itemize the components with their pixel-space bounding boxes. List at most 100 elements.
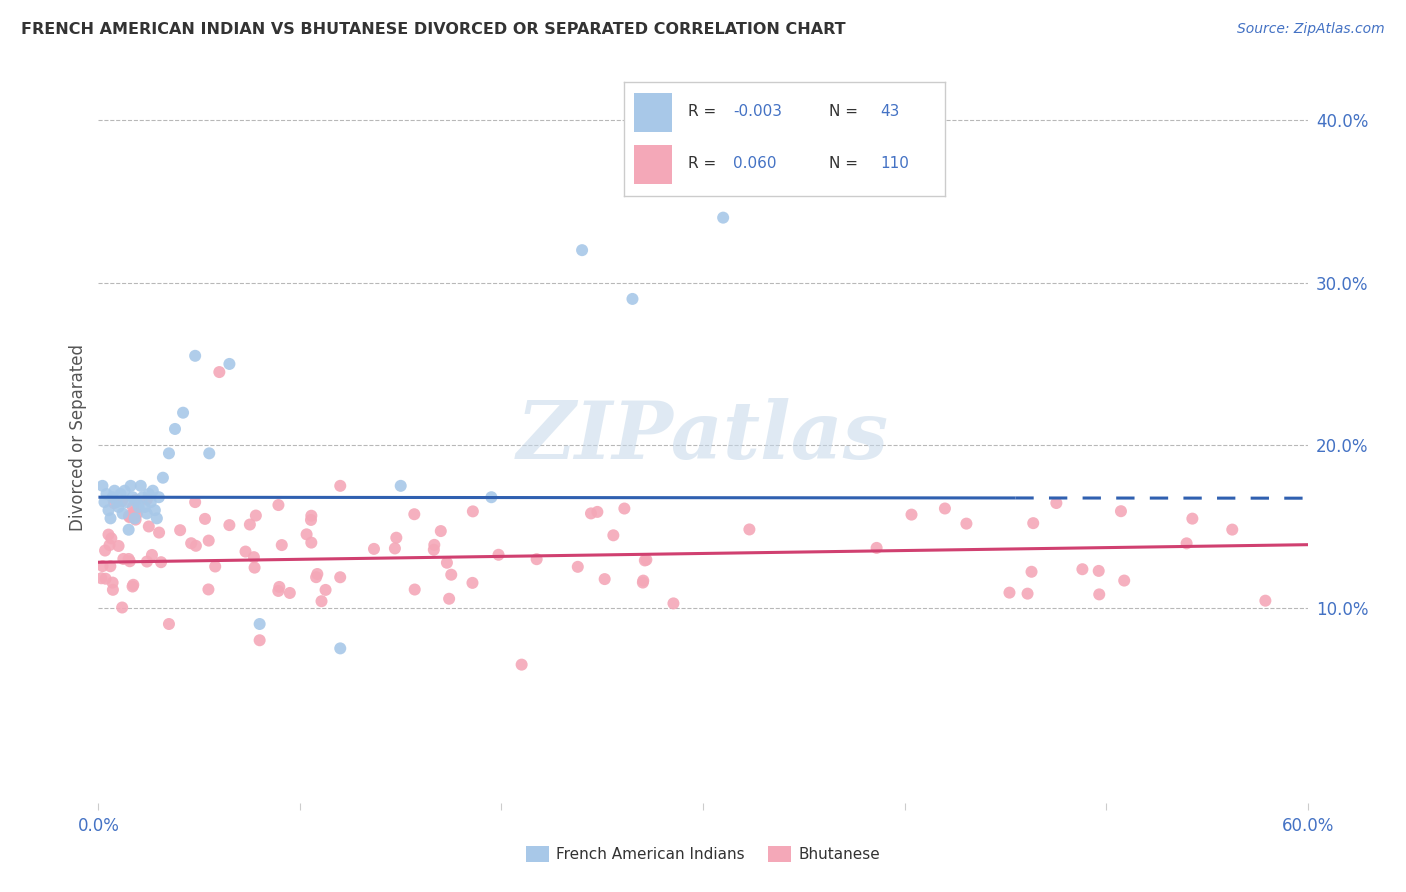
Point (955, 516, 977, 531)
Point (1175, 536, 1198, 550)
Point (389, 479, 412, 493)
Point (138, 487, 160, 501)
Point (934, 501, 956, 516)
Point (115, 495, 138, 509)
Point (245, 508, 267, 523)
Point (97, 503, 120, 517)
Point (711, 211, 734, 225)
Point (135, 492, 157, 507)
Point (440, 567, 463, 582)
Point (269, 580, 291, 594)
Point (90, 571, 112, 585)
Point (329, 641, 352, 656)
Point (865, 541, 887, 555)
Point (461, 504, 484, 518)
Point (194, 512, 217, 526)
Point (384, 541, 406, 556)
Point (567, 559, 589, 574)
Point (105, 495, 128, 509)
Point (1021, 565, 1043, 579)
Point (299, 513, 322, 527)
Point (135, 507, 157, 521)
Point (169, 523, 191, 537)
Point (114, 483, 136, 498)
Point (329, 570, 352, 584)
Point (436, 556, 458, 570)
Point (121, 490, 143, 504)
Point (103, 496, 125, 510)
Point (267, 498, 290, 512)
Point (121, 580, 143, 594)
Point (198, 446, 221, 460)
Point (125, 495, 148, 509)
Point (423, 538, 446, 552)
Point (122, 505, 145, 519)
Point (267, 583, 290, 598)
Point (107, 500, 129, 514)
Point (278, 586, 301, 600)
Point (107, 539, 129, 553)
Point (208, 365, 231, 379)
Point (197, 533, 219, 548)
Point (311, 594, 333, 608)
Point (270, 538, 292, 552)
Point (404, 507, 426, 521)
Point (329, 479, 352, 493)
Point (118, 554, 141, 568)
Point (98, 538, 121, 552)
Point (111, 494, 134, 508)
Point (101, 582, 124, 597)
Point (129, 479, 152, 493)
Point (157, 617, 180, 632)
Point (97, 527, 120, 541)
Point (111, 507, 134, 521)
Point (243, 550, 266, 565)
Point (124, 511, 146, 525)
Point (593, 572, 616, 586)
Point (218, 357, 240, 371)
Point (124, 513, 146, 527)
Point (305, 570, 328, 584)
Point (125, 492, 148, 507)
Point (142, 483, 165, 498)
Point (111, 600, 134, 615)
Point (118, 508, 141, 523)
Point (307, 566, 329, 581)
Point (461, 575, 484, 590)
Point (152, 471, 174, 485)
Point (218, 518, 240, 533)
Point (91, 559, 114, 574)
Point (121, 500, 143, 514)
Point (148, 490, 170, 504)
Y-axis label: Divorced or Separated: Divorced or Separated (69, 343, 87, 531)
Point (93, 495, 115, 509)
Point (1254, 593, 1277, 607)
Point (1109, 504, 1132, 518)
Point (138, 519, 160, 533)
Point (1088, 587, 1111, 601)
Point (1087, 564, 1109, 578)
Point (143, 503, 166, 517)
Point (98, 559, 121, 574)
Point (738, 523, 761, 537)
Point (1045, 496, 1067, 510)
Point (157, 446, 180, 460)
Point (128, 500, 150, 514)
Point (363, 541, 385, 556)
Point (631, 575, 654, 590)
Point (634, 553, 657, 567)
Point (385, 531, 408, 545)
Point (662, 596, 685, 610)
Point (423, 542, 446, 557)
Point (197, 582, 219, 597)
Point (1071, 562, 1094, 576)
Point (636, 553, 658, 567)
Point (315, 582, 337, 597)
Point (1220, 523, 1243, 537)
Point (249, 617, 271, 632)
Point (136, 555, 159, 569)
Point (299, 508, 322, 523)
Point (122, 578, 145, 592)
Point (586, 505, 609, 519)
Point (579, 507, 602, 521)
